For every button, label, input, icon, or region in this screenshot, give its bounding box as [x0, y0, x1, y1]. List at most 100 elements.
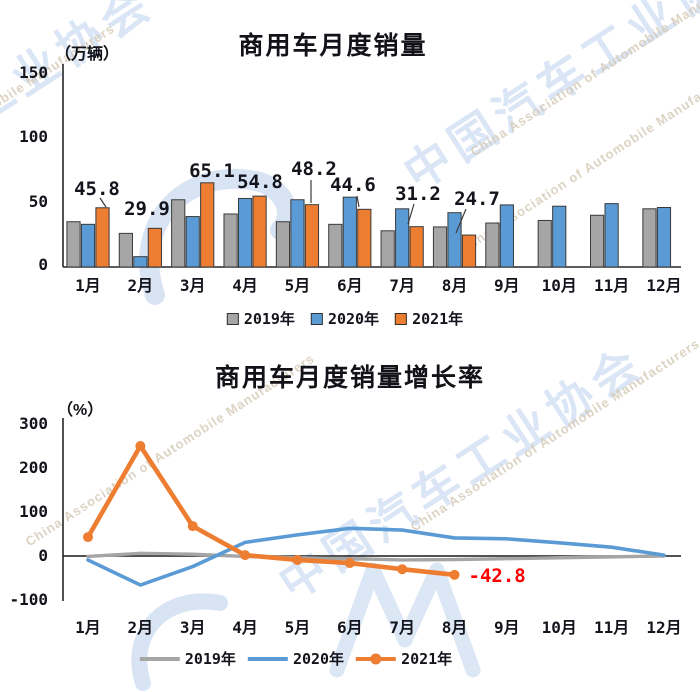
bar-series0-month6 [328, 223, 343, 268]
bar-ytick-50: 50 [29, 192, 48, 211]
bar-series1-month6 [342, 196, 357, 268]
line-ytick-0: 0 [38, 546, 48, 565]
line-xlabel-2: 2月 [128, 618, 154, 637]
bar-xlabel-3: 3月 [180, 276, 206, 295]
bar-series0-month12 [642, 208, 657, 268]
bar-chart-unit-label: （万辆） [55, 46, 120, 63]
bar-series2-month2 [147, 227, 162, 268]
bar-series1-month10 [552, 205, 567, 268]
bar-data-label-month6: 44.6 [330, 174, 376, 196]
legend-label: 2019年 [243, 310, 295, 328]
bar-data-label-month5: 48.2 [291, 158, 337, 180]
bar-series1-month12 [656, 207, 672, 268]
legend-item-series2: 2021年 [395, 308, 463, 329]
legend-label: 2019年 [184, 650, 236, 668]
bar-chart-legend: 2019年 2020年 2021年 [226, 308, 463, 329]
line-xlabel-11: 11月 [594, 618, 629, 637]
growth-marker-month2 [135, 441, 146, 451]
bar-series1-month4 [237, 197, 253, 268]
growth-line-series1 [86, 526, 666, 587]
growth-marker-month7 [397, 564, 408, 575]
line-xlabel-5: 5月 [285, 618, 311, 637]
line-xlabel-10: 10月 [542, 618, 577, 637]
bar-series0-month5 [275, 221, 291, 268]
line-xlabel-12: 12月 [646, 618, 681, 637]
bar-series1-month1 [80, 223, 96, 268]
growth-marker-month5 [292, 554, 303, 565]
line-ytick-300: 300 [19, 414, 48, 433]
line-ytick-100: 100 [19, 502, 48, 521]
bar-xlabel-2: 2月 [128, 276, 154, 295]
bar-data-label-month3: 65.1 [189, 160, 235, 182]
bar-xlabel-8: 8月 [442, 276, 468, 295]
bar-series0-month8 [432, 226, 448, 268]
bar-series0-month1 [66, 221, 81, 268]
bar-chart-title: 商用车月度销量 [238, 32, 428, 60]
bar-series0-month9 [485, 222, 500, 268]
bar-series1-month9 [499, 204, 514, 268]
growth-line-series0 [86, 551, 666, 562]
growth-marker-month3 [187, 521, 198, 532]
bar-data-label-month8: 24.7 [454, 188, 500, 210]
legend-item-series1: 2020年 [247, 648, 344, 669]
bar-series2-month8 [461, 234, 477, 268]
data-label-leader [99, 197, 107, 208]
bar-series1-month5 [290, 199, 305, 268]
legend-square-swatch [395, 312, 408, 325]
bar-series0-month3 [171, 199, 186, 268]
line-xlabel-3: 3月 [180, 618, 206, 637]
bar-series2-month6 [357, 208, 372, 268]
bar-series0-month11 [590, 214, 605, 268]
bar-series1-month11 [604, 203, 619, 268]
bar-series1-month3 [185, 216, 200, 268]
bar-series1-month8 [447, 212, 462, 268]
legend-item-series2: 2021年 [356, 648, 452, 669]
line-xlabel-9: 9月 [494, 618, 520, 637]
bar-data-label-month7: 31.2 [395, 183, 441, 205]
data-label-leader [407, 203, 415, 225]
bar-xlabel-1: 1月 [75, 276, 101, 295]
bar-ytick-100: 100 [19, 127, 48, 146]
bar-series2-month3 [200, 182, 215, 268]
line-xlabel-7: 7月 [389, 618, 415, 637]
bar-xlabel-10: 10月 [542, 276, 577, 295]
bar-series0-month4 [223, 213, 238, 268]
growth-marker-month6 [344, 558, 355, 569]
bar-data-label-month4: 54.8 [237, 171, 283, 193]
bar-xlabel-7: 7月 [389, 276, 415, 295]
line-ytick--100: -100 [9, 590, 48, 609]
bar-series2-month7 [409, 226, 424, 268]
line-xlabel-8: 8月 [442, 618, 468, 637]
bar-series2-month4 [252, 195, 267, 268]
bar-data-label-month2: 29.9 [124, 198, 170, 220]
line-chart-title: 商用车月度销量增长率 [214, 364, 486, 392]
data-label-leader [455, 208, 467, 234]
legend-marker-dot [370, 653, 382, 664]
bar-series1-month2 [133, 256, 148, 268]
legend-square-swatch [226, 312, 239, 325]
data-label-leader [356, 195, 360, 208]
legend-label: 2021年 [401, 650, 453, 668]
growth-annotation: -42.8 [469, 565, 526, 587]
line-chart-unit-label: （%） [57, 402, 104, 419]
bar-data-label-month1: 45.8 [74, 178, 120, 200]
growth-marker-month4 [240, 550, 251, 561]
legend-square-swatch [310, 312, 323, 325]
legend-line-swatch [139, 656, 180, 661]
growth-marker-month1 [83, 532, 93, 543]
bar-series2-month5 [304, 204, 320, 268]
bar-ytick-0: 0 [38, 255, 48, 274]
growth-marker-month8 [449, 569, 460, 580]
bar-series1-month7 [395, 208, 410, 268]
legend-label: 2020年 [327, 310, 380, 328]
legend-item-series1: 2020年 [310, 308, 380, 329]
bar-xlabel-9: 9月 [494, 276, 520, 295]
bar-series0-month2 [118, 232, 133, 268]
bar-xlabel-12: 12月 [646, 276, 681, 295]
legend-line-swatch [247, 656, 288, 661]
legend-item-series0: 2019年 [226, 308, 295, 329]
bar-series0-month7 [380, 230, 395, 268]
growth-line-series2 [85, 443, 457, 578]
bar-ytick-150: 150 [19, 63, 48, 82]
